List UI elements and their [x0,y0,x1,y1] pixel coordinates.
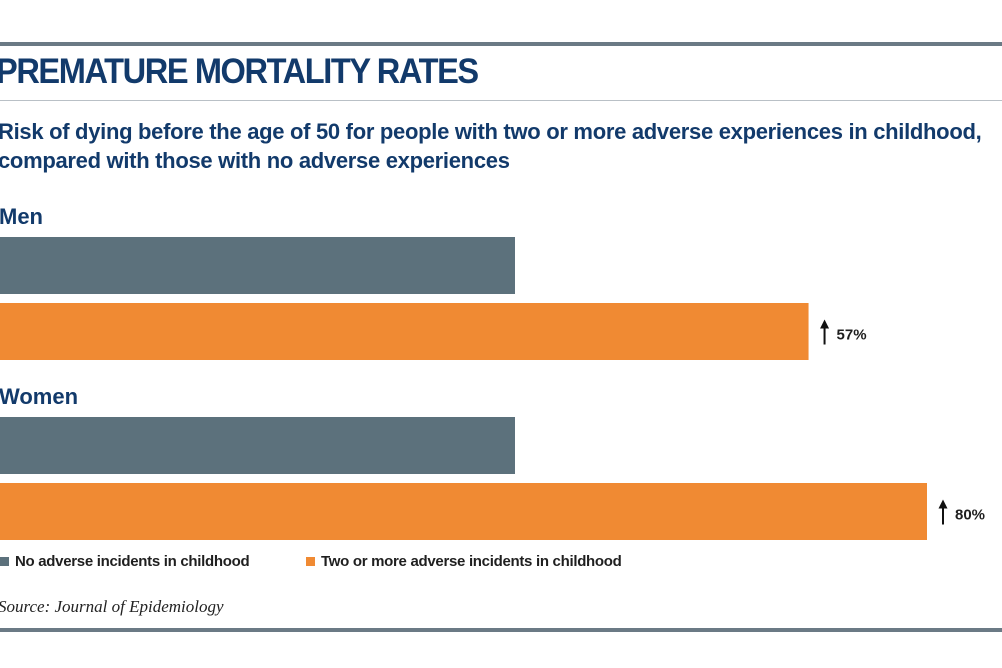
bottom-rule [0,628,1002,632]
chart-title: PREMATURE MORTALITY RATES [0,52,479,91]
legend-label-two-or-more: Two or more adverse incidents in childho… [321,553,622,570]
chart-subtitle: Risk of dying before the age of 50 for p… [0,119,982,173]
category-label-men: Men [0,204,43,229]
up-arrow-icon [938,499,948,509]
title-divider [0,100,1002,101]
legend-item-two-or-more: Two or more adverse incidents in childho… [306,553,622,570]
bar-chart: Men 57% Women 80% [0,204,985,540]
data-label-men: 57% [837,327,867,344]
up-arrow-icon [820,319,830,329]
up-arrow-icon-stem [823,327,826,345]
legend-item-no-adverse: No adverse incidents in childhood [0,553,250,570]
bar-men-two-or-more [0,303,809,360]
category-label-women: Women [0,384,78,409]
top-rule [0,42,1002,46]
data-label-women: 80% [955,507,985,524]
bar-men-no-adverse [0,237,515,294]
up-arrow-icon-stem [942,507,944,525]
legend-swatch-two-or-more [306,557,315,566]
bar-women-two-or-more [0,483,927,540]
bar-women-no-adverse [0,417,515,474]
source-note: Source: Journal of Epidemiology [0,597,224,616]
legend-swatch-no-adverse [0,557,9,566]
legend-label-no-adverse: No adverse incidents in childhood [15,553,250,570]
